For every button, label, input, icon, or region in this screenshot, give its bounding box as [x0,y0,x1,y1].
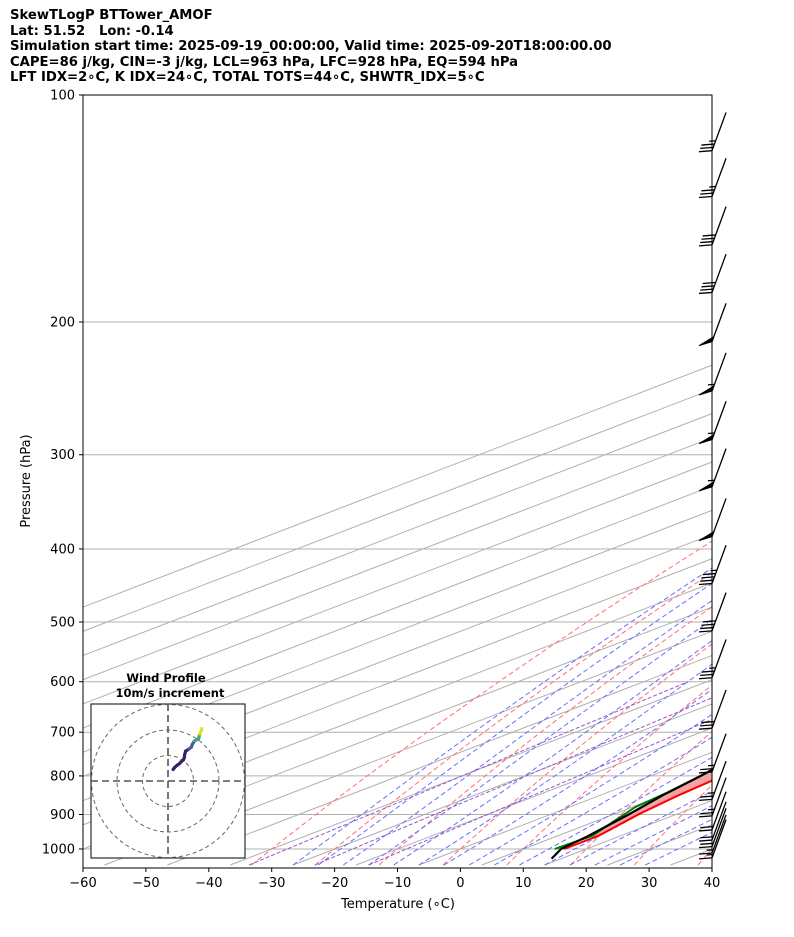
moist-adiabat [393,640,712,866]
moist-adiabat [292,567,712,866]
wind-barb [698,733,727,774]
wind-barb [698,352,727,396]
isotherm-line [83,364,712,608]
x-tick-label: −40 [195,876,222,891]
isotherm-line [670,848,712,866]
y-tick-label: 200 [50,315,75,330]
x-axis-label: Temperature (∘C) [340,897,455,912]
y-tick-label: 700 [50,726,75,741]
isotherm-line [83,582,712,826]
x-tick-label: −60 [69,876,96,891]
wind-barb [698,760,727,802]
isotherm-line [83,388,712,632]
parcel-line [550,768,712,860]
isotherm-line [292,703,712,866]
y-tick-label: 800 [50,769,75,784]
dry-adiabat [251,540,712,866]
isotherm-line [481,775,712,866]
axis-ticks: −60 −50 −40 −30 −20 −10 0 10 20 30 40 1000 900 800 700… [42,89,720,892]
wind-barb [698,401,727,445]
y-tick-label: 500 [50,616,75,631]
isotherm-line [230,679,712,866]
isotherm-line [167,654,712,866]
mixing-ratio-line [314,697,712,866]
dry-adiabat [442,643,712,866]
x-tick-label: 40 [704,876,721,891]
index-line: LFT IDX=2∘C, K IDX=24∘C, TOTAL TOTS=44∘C… [10,70,485,86]
isotherm-line [607,824,712,866]
dry-adiabat [633,784,712,866]
x-tick-label: −10 [384,876,411,891]
x-tick-label: −20 [321,876,348,891]
moist-adiabat [619,818,712,866]
isotherm-line [544,800,712,866]
wind-barb [698,801,727,842]
wind-barbs [698,112,727,860]
moist-adiabat [443,688,712,866]
chart-header: SkewTLogP BTTower_AMOF Lat: 51.52 Lon: -… [10,8,612,86]
time-line: Simulation start time: 2025-09-19_00:00:… [10,39,612,55]
wind-barb [698,157,727,199]
hodograph-title: Wind Profile [126,671,206,685]
x-tick-label: 30 [641,876,658,891]
isotherm-line [83,437,712,681]
moist-adiabat [594,805,712,866]
wind-barb [698,206,727,247]
x-tick-label: −50 [132,876,159,891]
wind-barb [698,112,727,153]
isotherm-line [355,727,712,866]
moist-adiabat [368,618,712,866]
wind-barb [698,689,727,730]
y-tick-label: 400 [50,542,75,557]
wind-barb [698,448,727,492]
dry-adiabat [378,606,712,866]
location-line: Lat: 51.52 Lon: -0.14 [10,23,174,39]
dry-adiabat [506,684,712,866]
y-tick-label: 100 [50,89,75,104]
isotherm-line [104,630,712,866]
x-tick-label: 0 [456,876,464,891]
wind-barb [698,808,727,849]
wind-barb [698,777,727,818]
wind-barb [698,639,727,680]
hodograph-subtitle: 10m/s increment [116,686,225,700]
moist-adiabat [569,790,712,866]
mixing-ratio-line [248,681,689,866]
moist-adiabat [418,663,712,866]
moist-adiabat [343,599,712,866]
wind-barb [698,791,727,832]
mixing-ratio-line [368,718,712,866]
hodograph-inset: Wind Profile 10m/s increment [90,671,246,859]
y-tick-label: 600 [50,675,75,690]
chart-title: SkewTLogP BTTower_AMOF [10,8,213,23]
moist-adiabat [317,582,712,866]
moist-adiabat [468,713,712,866]
stability-line: CAPE=86 j/kg, CIN=-3 j/kg, LCL=963 hPa, … [10,54,519,70]
x-tick-label: 20 [578,876,595,891]
wind-barb [698,303,727,347]
isotherm-line [83,558,712,802]
isotherm-line [83,606,712,850]
dry-adiabat [315,571,712,866]
y-axis-label: Pressure (hPa) [19,434,34,527]
dry-adiabat [570,730,712,866]
isotherm-line [83,413,712,657]
wind-barb [698,253,727,295]
isotherm-line [83,461,712,705]
moist-adiabat [494,736,712,866]
y-tick-label: 300 [50,448,75,463]
moist-adiabat [544,774,712,866]
profile-layer [550,768,712,860]
dry-adiabat [762,95,794,865]
y-tick-label: 1000 [42,843,75,858]
x-tick-label: −30 [258,876,285,891]
temperature-line [563,779,712,850]
y-tick-label: 900 [50,808,75,823]
x-tick-label: 10 [515,876,532,891]
wind-barb [698,498,727,542]
dewpoint-line [554,768,712,850]
hodograph-segment [199,726,204,733]
